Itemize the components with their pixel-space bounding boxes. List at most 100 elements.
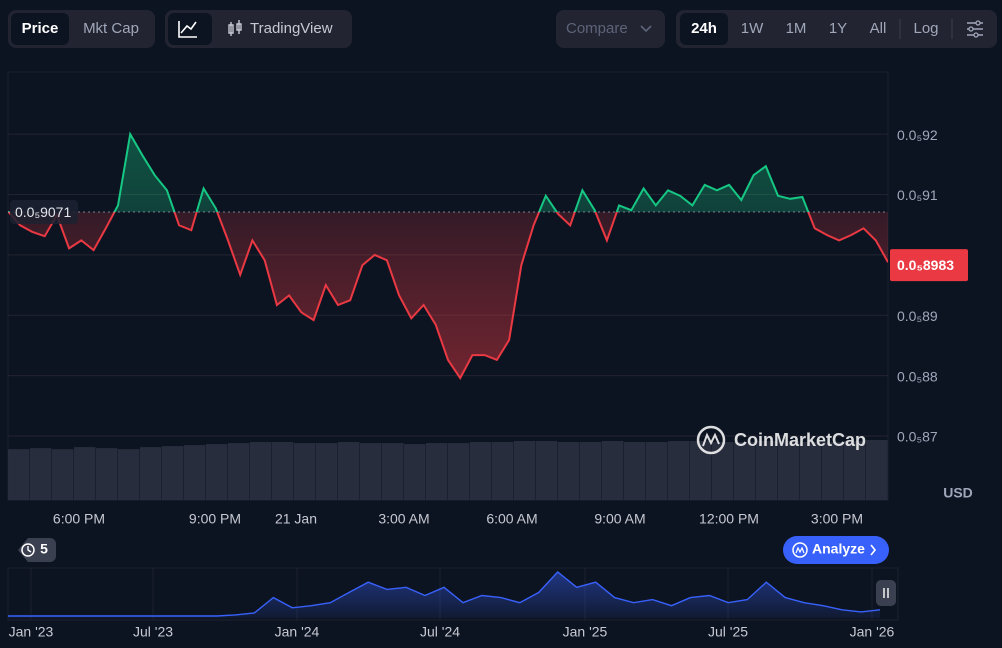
volume-bar	[844, 441, 866, 500]
volume-bar	[294, 443, 316, 500]
x-tick-label: 12:00 PM	[699, 511, 759, 527]
volume-bar	[118, 449, 140, 500]
price-line-down	[8, 212, 888, 381]
analyze-button[interactable]	[783, 536, 889, 564]
settings-knob	[968, 26, 974, 32]
volume-bar	[360, 443, 382, 500]
analyze-label: Analyze	[812, 541, 865, 557]
volume-bar	[74, 447, 96, 500]
volume-bar	[272, 442, 294, 500]
tab[interactable]: Mkt Cap	[83, 20, 139, 37]
volume-bar	[8, 449, 30, 500]
settings-knob	[973, 32, 979, 38]
price-line-up	[8, 131, 810, 213]
price-area-down	[8, 212, 888, 379]
settings-knob	[975, 20, 981, 26]
history-count: 5	[40, 541, 48, 557]
compare-label: Compare	[566, 20, 628, 37]
compare-dropdown[interactable]	[556, 10, 665, 48]
overview-x-label: Jul '23	[133, 624, 173, 640]
range-button[interactable]: 24h	[691, 20, 717, 37]
volume-bar	[756, 441, 778, 500]
y-tick-label: 0.0₅92	[897, 127, 938, 143]
handle-grip	[883, 588, 889, 598]
analyze-icon	[795, 546, 805, 554]
volume-bar	[228, 443, 250, 500]
x-tick-label: 6:00 PM	[53, 511, 105, 527]
volume-bar	[866, 440, 888, 500]
range-active	[680, 13, 728, 45]
overview-x-label: Jan '24	[275, 624, 320, 640]
x-tick-label: 6:00 AM	[486, 511, 537, 527]
overview-x-label: Jul '25	[708, 624, 748, 640]
volume-bar	[514, 441, 536, 500]
overview-x-label: Jan '25	[563, 624, 608, 640]
volume-bar	[206, 444, 228, 500]
x-tick-label: 21 Jan	[275, 511, 317, 527]
volume-bar	[602, 441, 624, 500]
range-button[interactable]: 1W	[741, 20, 764, 37]
y-tick-label: 0.0₅87	[897, 429, 938, 445]
volume-bar	[404, 444, 426, 500]
x-tick-label: 3:00 PM	[811, 511, 863, 527]
tab[interactable]: Price	[22, 20, 59, 37]
last-price-tag	[890, 249, 968, 282]
x-tick-label: 3:00 AM	[378, 511, 429, 527]
log-button[interactable]: Log	[913, 20, 938, 37]
volume-bar	[140, 447, 162, 500]
y-tick-label: 0.0₅91	[897, 187, 938, 203]
volume-bar	[712, 442, 734, 500]
overview-frame	[7, 567, 899, 621]
volume-bar	[316, 443, 338, 500]
volume-bar	[448, 443, 470, 500]
volume-bar	[492, 442, 514, 500]
watermark-logo	[696, 425, 726, 455]
watermark-logo	[702, 432, 720, 447]
volume-bar	[184, 445, 206, 500]
volume-bar	[580, 442, 602, 500]
volume-bar	[250, 442, 272, 500]
volume-bar	[162, 446, 184, 500]
volume-bar	[470, 442, 492, 500]
volume-bar	[382, 443, 404, 500]
last-price-label: 0.0₅8983	[897, 257, 954, 273]
watermark-text: CoinMarketCap	[734, 430, 866, 450]
currency-label: USD	[943, 485, 973, 501]
chevron	[640, 25, 652, 33]
range-group	[676, 10, 997, 48]
reference-label: 0.0₅9071	[15, 204, 71, 220]
overview-x-label: Jan '26	[850, 624, 895, 640]
volume-bar	[778, 441, 800, 500]
volume-bar	[536, 441, 558, 500]
overview-line	[8, 571, 881, 617]
history-badge[interactable]	[18, 538, 56, 562]
volume-bar	[734, 442, 756, 500]
tab-active	[11, 13, 69, 45]
x-tick-label: 9:00 AM	[594, 511, 645, 527]
history-icon	[27, 546, 32, 553]
candle-icon	[228, 20, 242, 36]
volume-bar	[800, 442, 822, 500]
overview-handle[interactable]	[876, 580, 896, 606]
range-button[interactable]: All	[870, 20, 887, 37]
range-button[interactable]: 1Y	[829, 20, 847, 37]
volume-bar	[822, 442, 844, 500]
volume-bar	[338, 442, 360, 500]
volume-bar	[646, 442, 668, 500]
overview-x-label: Jan '23	[9, 624, 54, 640]
y-tick-label: 0.0₅88	[897, 368, 938, 384]
volume-bar	[52, 449, 74, 500]
tradingview-button[interactable]: TradingView	[250, 20, 333, 37]
history-icon	[21, 543, 35, 557]
y-tick-label: 0.0₅89	[897, 308, 938, 324]
volume-bar	[690, 441, 712, 500]
x-tick-label: 9:00 PM	[189, 511, 241, 527]
volume-bar	[96, 448, 118, 500]
volume-bar	[624, 442, 646, 500]
range-button[interactable]: 1M	[786, 20, 807, 37]
reference-tag	[10, 200, 78, 225]
analyze-icon	[792, 542, 808, 558]
watermark: CoinMarketCap	[696, 425, 866, 455]
